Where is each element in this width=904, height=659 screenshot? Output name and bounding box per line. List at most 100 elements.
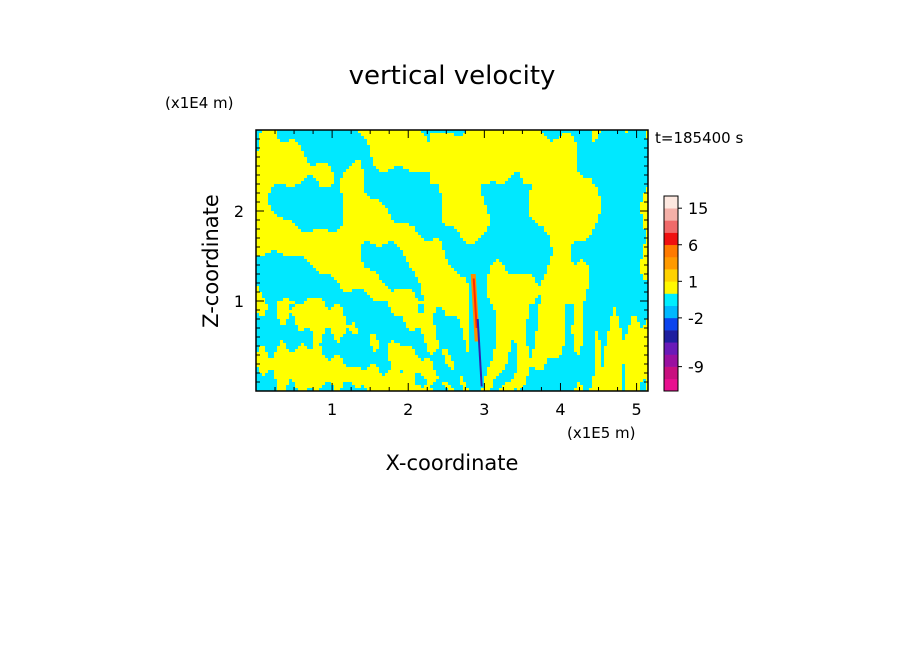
field-cell (409, 265, 452, 269)
field-cell (256, 136, 260, 140)
field-cell (550, 235, 590, 239)
field-cell (622, 382, 626, 386)
field-cell (511, 379, 527, 383)
field-cell (343, 211, 389, 215)
field-cell (460, 376, 464, 380)
field-cell (388, 358, 422, 362)
field-cell (421, 289, 470, 293)
field-cell (595, 331, 599, 335)
field-cell (535, 343, 566, 347)
field-cell (520, 175, 584, 179)
field-cell (421, 385, 425, 389)
field-cell (490, 268, 506, 272)
field-cell (562, 349, 575, 353)
colorbar-level (664, 269, 678, 282)
field-cell (412, 346, 428, 350)
field-cell (490, 181, 497, 185)
field-cell (304, 328, 311, 332)
field-cell (331, 331, 347, 335)
field-cell (334, 355, 341, 359)
field-cell (370, 334, 377, 338)
field-cell (592, 382, 623, 386)
field-cell (511, 340, 515, 344)
field-cell (583, 385, 593, 389)
field-cell (388, 349, 416, 353)
field-cell (256, 379, 278, 383)
field-cell (256, 181, 302, 185)
field-cell (418, 232, 461, 236)
field-cell (433, 367, 452, 371)
field-cell (256, 277, 335, 281)
field-cell (415, 352, 431, 356)
field-cell (394, 220, 443, 224)
field-cell (586, 289, 648, 293)
field-cell (379, 343, 389, 347)
field-cell (643, 196, 648, 200)
field-cell (388, 211, 443, 215)
field-cell (493, 385, 503, 389)
field-cell (532, 355, 560, 359)
field-cell (640, 388, 647, 391)
field-cell (466, 385, 485, 389)
field-cell (517, 370, 530, 374)
field-cell (403, 250, 446, 254)
field-cell (256, 343, 281, 347)
field-cell (484, 376, 497, 380)
field-cell (289, 307, 293, 311)
field-cell (484, 196, 530, 200)
field-cell (295, 382, 326, 386)
field-cell (256, 334, 314, 338)
field-cell (583, 322, 611, 326)
field-cell (256, 175, 308, 179)
field-cell (544, 229, 593, 233)
field-cell (604, 361, 648, 365)
field-cell (487, 295, 539, 299)
field-cell (463, 331, 470, 335)
field-cell (625, 382, 641, 386)
field-cell (616, 313, 648, 317)
field-cell (331, 169, 347, 173)
field-cell (256, 376, 275, 380)
field-cell (640, 382, 647, 386)
field-cell (340, 184, 365, 188)
field-cell (334, 277, 380, 281)
field-cell (508, 358, 518, 362)
field-cell (463, 385, 467, 389)
field-cell (646, 187, 648, 191)
field-cell (298, 388, 308, 391)
field-cell (601, 205, 641, 209)
field-cell (421, 373, 437, 377)
field-cell (517, 388, 521, 391)
field-cell (313, 343, 320, 347)
field-cell (598, 334, 608, 338)
field-cell (499, 259, 551, 263)
field-cell (313, 340, 323, 344)
field-cell (388, 301, 470, 305)
field-cell (538, 283, 542, 287)
field-cell (505, 265, 548, 269)
field-cell (268, 196, 344, 200)
field-cell (592, 178, 648, 182)
field-cell (646, 229, 648, 233)
field-cell (547, 358, 596, 362)
field-cell (583, 337, 596, 341)
field-cell (481, 187, 533, 191)
field-cell (535, 277, 545, 281)
field-cell (646, 136, 648, 140)
y-axis: 12 (234, 138, 648, 383)
field-cell (379, 346, 389, 350)
field-cell (511, 346, 518, 350)
field-cell (583, 307, 614, 311)
field-cell (409, 262, 449, 266)
field-cell (487, 229, 545, 233)
field-cell (352, 322, 356, 326)
field-cell (571, 259, 581, 263)
field-cell (436, 373, 488, 377)
x-tick-label: 2 (403, 400, 413, 419)
field-cell (364, 184, 440, 188)
field-cell (469, 313, 497, 317)
field-cell (436, 328, 464, 332)
field-cell (592, 133, 599, 137)
field-cell (643, 244, 648, 248)
colorbar-label: -9 (688, 358, 704, 377)
